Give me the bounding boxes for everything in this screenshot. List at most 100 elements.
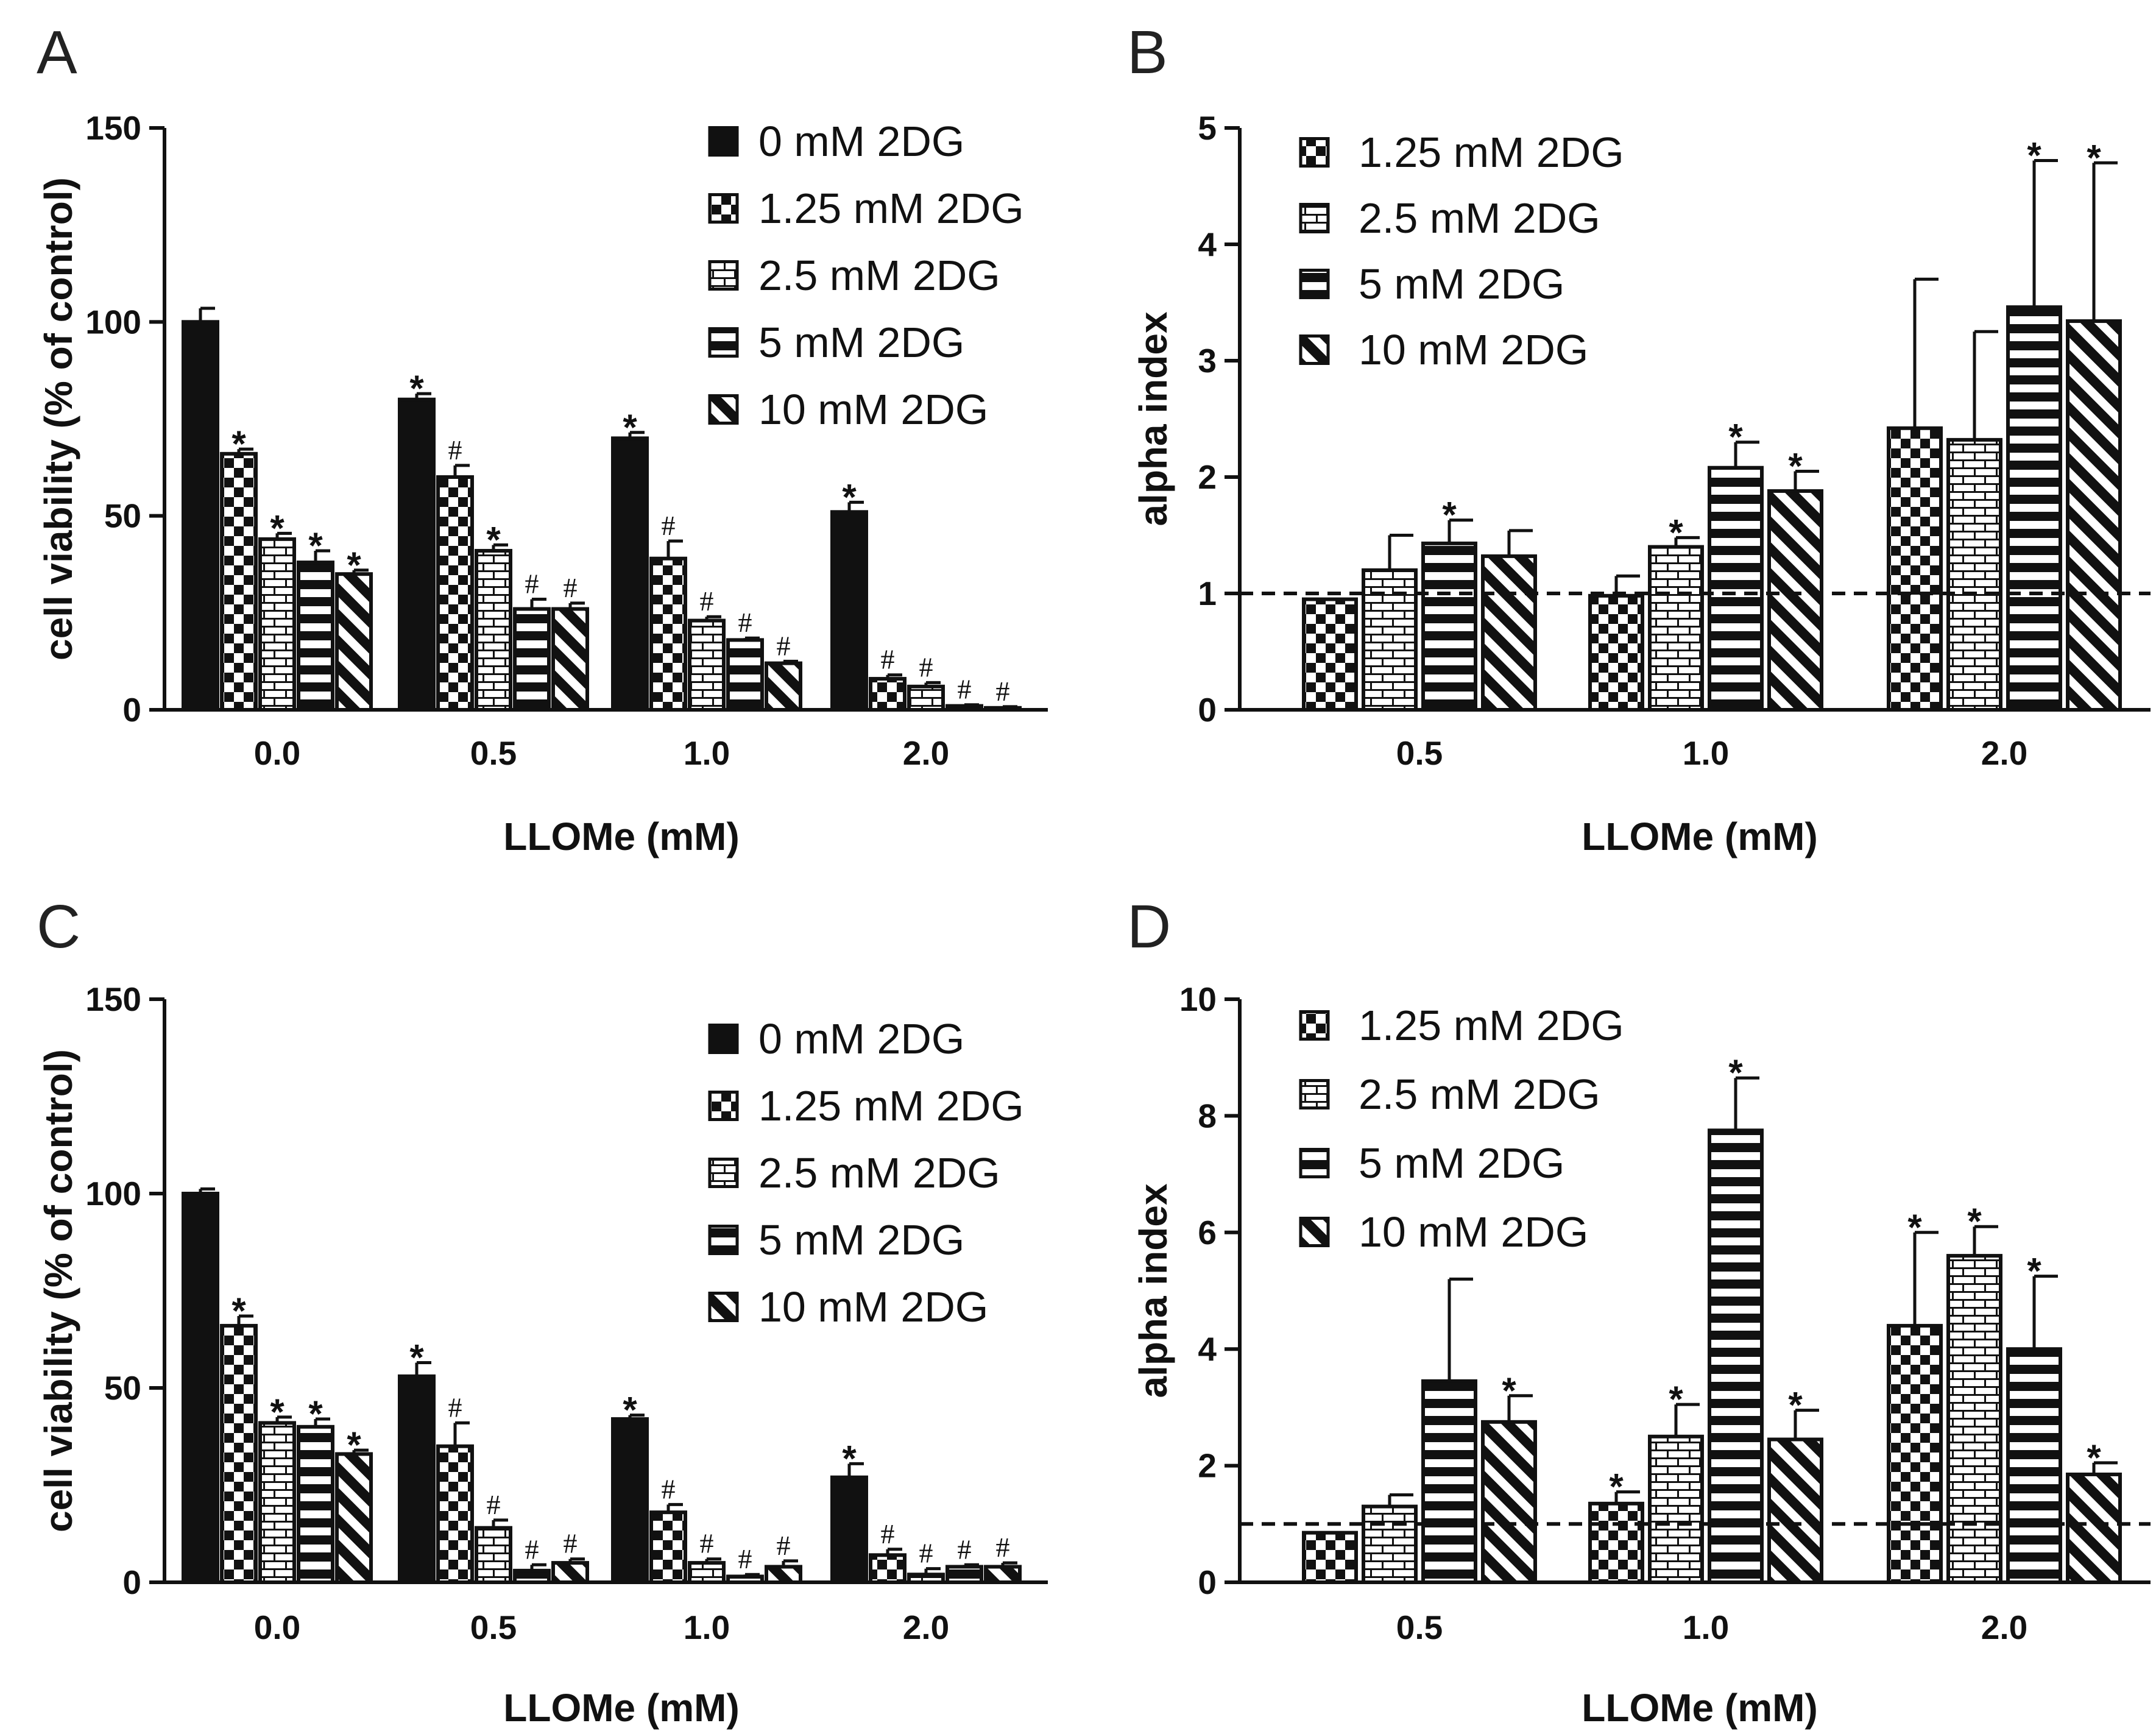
- y-tick-label: 150: [85, 109, 141, 147]
- legend-label: 2.5 mM 2DG: [1359, 1070, 1600, 1118]
- significance-hash: #: [996, 1532, 1010, 1563]
- legend-swatch: [708, 1158, 739, 1188]
- bar: [513, 1568, 551, 1585]
- y-tick-label: 4: [1198, 225, 1217, 263]
- bar: [475, 1526, 512, 1584]
- bar: [1767, 489, 1823, 712]
- legend: 1.25 mM 2DG 2.5 mM 2DG 5 mM 2DG 10 mM 2DG: [1299, 1002, 1624, 1256]
- legend-label: 1.25 mM 2DG: [758, 1082, 1024, 1130]
- y-tick-label: 3: [1198, 342, 1217, 380]
- y-tick-label: 5: [1198, 109, 1217, 147]
- significance-hash: #: [919, 1538, 933, 1569]
- significance-hash: #: [700, 586, 714, 617]
- legend-label: 10 mM 2DG: [758, 1283, 988, 1331]
- significance-hash: #: [738, 1543, 752, 1574]
- y-tick-label: 0: [122, 691, 141, 729]
- bar: [869, 677, 907, 712]
- bar: [475, 548, 512, 712]
- bar: [1648, 545, 1704, 712]
- y-axis-label: alpha index: [1131, 1183, 1175, 1398]
- significance-hash: #: [525, 1534, 539, 1565]
- bar: [551, 607, 589, 712]
- x-tick-label: 0.5: [470, 1608, 517, 1646]
- y-tick-label: 100: [85, 303, 141, 341]
- legend-label: 1.25 mM 2DG: [1359, 1002, 1624, 1049]
- significance-hash: #: [996, 676, 1010, 707]
- panel-c: C 0 50 100 150 0.0 0.5 1.0 2.0 LLOMe (mM) cell via…: [37, 893, 1048, 1730]
- legend-label: 2.5 mM 2DG: [1359, 194, 1600, 242]
- significance-star: *: [1669, 512, 1683, 553]
- significance-star: *: [409, 1337, 424, 1378]
- y-tick-label: 100: [85, 1175, 141, 1212]
- bar: [907, 1573, 945, 1584]
- x-tick-label: 2.0: [1981, 734, 2027, 772]
- bar: [335, 1452, 373, 1584]
- bar: [220, 1323, 258, 1584]
- bar: [1887, 1323, 1943, 1584]
- significance-star: *: [308, 1393, 323, 1434]
- bar: [649, 556, 687, 712]
- significance-star: *: [232, 1290, 246, 1331]
- legend-swatch: [708, 1292, 739, 1322]
- y-axis-label: cell viability (% of control): [37, 1049, 80, 1532]
- bar: [398, 1374, 436, 1585]
- significance-hash: #: [662, 1473, 676, 1504]
- bar: [1887, 426, 1943, 712]
- x-tick-label: 0.5: [1396, 734, 1443, 772]
- x-tick-label: 1.0: [1683, 1608, 1729, 1646]
- y-tick-label: 6: [1198, 1214, 1217, 1251]
- bar: [335, 572, 373, 712]
- x-axis-label: LLOMe (mM): [503, 815, 740, 858]
- significance-star: *: [486, 519, 501, 560]
- bar: [182, 320, 219, 712]
- bar: [1481, 1420, 1537, 1584]
- x-tick-label: 0.5: [1396, 1608, 1443, 1646]
- significance-hash: #: [564, 572, 578, 603]
- bar: [611, 436, 649, 712]
- bar: [258, 537, 296, 712]
- significance-star: *: [2087, 137, 2101, 178]
- bar: [984, 1565, 1022, 1584]
- legend-swatch: [1299, 1148, 1330, 1178]
- bar: [945, 1565, 983, 1584]
- bar: [436, 475, 474, 712]
- bar: [1708, 1128, 1764, 1584]
- bar: [2006, 1347, 2062, 1584]
- significance-star: *: [347, 545, 361, 586]
- legend-swatch: [708, 394, 739, 425]
- significance-hash: #: [777, 630, 791, 661]
- y-axis-label: alpha index: [1131, 311, 1175, 526]
- panel-letter: C: [37, 893, 80, 961]
- x-tick-label: 2.0: [903, 1608, 949, 1646]
- significance-hash: #: [958, 1534, 972, 1565]
- legend-label: 0 mM 2DG: [758, 1015, 964, 1063]
- significance-star: *: [2027, 1251, 2041, 1292]
- significance-hash: #: [448, 1392, 462, 1423]
- x-tick-label: 0.5: [470, 734, 517, 772]
- bar: [907, 684, 945, 712]
- panel-letter: D: [1127, 893, 1171, 961]
- legend-swatch: [1299, 1217, 1330, 1247]
- x-tick-label: 2.0: [903, 734, 949, 772]
- legend-swatch: [708, 327, 739, 358]
- significance-star: *: [409, 368, 424, 409]
- x-tick-label: 2.0: [1981, 1608, 2027, 1646]
- bar: [398, 397, 436, 712]
- legend-label: 5 mM 2DG: [1359, 1139, 1564, 1187]
- bar: [830, 1475, 868, 1584]
- bar: [1648, 1434, 1704, 1584]
- significance-star: *: [308, 525, 323, 566]
- x-tick-label: 0.0: [254, 1608, 300, 1646]
- y-tick-label: 0: [1198, 691, 1217, 729]
- significance-star: *: [1788, 1385, 1803, 1426]
- legend-label: 10 mM 2DG: [1359, 326, 1588, 373]
- significance-star: *: [270, 508, 285, 548]
- legend-label: 10 mM 2DG: [758, 386, 988, 433]
- bar: [1362, 1504, 1418, 1585]
- panel-d: D 0 2 4 6 8 10 0.5 1.0 2.0 LLOMe (mM) alpha index * *…: [1127, 893, 2151, 1730]
- significance-star: *: [842, 476, 857, 517]
- x-axis-label: LLOMe (mM): [1582, 815, 1818, 858]
- legend-label: 0 mM 2DG: [758, 118, 964, 165]
- bar: [436, 1444, 474, 1584]
